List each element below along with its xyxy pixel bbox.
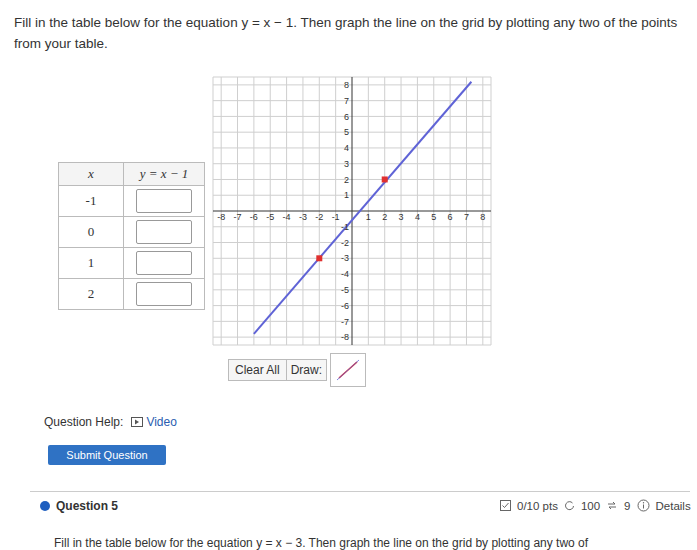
svg-text:-5: -5 (341, 285, 349, 295)
html-text:2: 2 (87, 286, 95, 301)
html-text:Clear All: Clear All (235, 363, 280, 377)
svg-text:-5: -5 (266, 212, 274, 222)
svg-text:4: 4 (344, 143, 349, 153)
svg-text:7: 7 (464, 212, 469, 222)
svg-text:-7: -7 (341, 317, 349, 327)
svg-text:-2: -2 (341, 238, 349, 248)
svg-text:-6: -6 (250, 212, 258, 222)
html-text:Draw:: Draw: (290, 363, 322, 377)
svg-text:-7: -7 (234, 212, 242, 222)
html-text:100: 100 (580, 499, 601, 512)
html-text:Details: Details (655, 499, 691, 512)
html-text:0/10 pts: 0/10 pts (517, 499, 558, 512)
html-text:9: 9 (624, 499, 631, 512)
svg-text:2: 2 (344, 175, 349, 185)
html-text:Question Help:: Question Help: (44, 415, 124, 429)
svg-text:6: 6 (344, 112, 349, 122)
html-text:Question 5: Question 5 (56, 499, 118, 513)
svg-text:5: 5 (431, 212, 436, 222)
svg-text:8: 8 (344, 80, 349, 90)
svg-text:-4: -4 (283, 212, 291, 222)
html-text:Fill in the table below for th: Fill in the table below for the equation… (14, 15, 678, 51)
html-text:Submit Question: Submit Question (66, 449, 148, 461)
svg-text:6: 6 (448, 212, 453, 222)
svg-text:1: 1 (344, 190, 349, 200)
html-text:x: x (88, 166, 94, 181)
html-text:0: 0 (87, 224, 95, 239)
svg-text:8: 8 (480, 212, 485, 222)
html-text:Video: Video (146, 415, 177, 429)
html-text:-1: -1 (85, 193, 97, 208)
svg-text:-1: -1 (332, 212, 340, 222)
svg-text:-3: -3 (299, 212, 307, 222)
svg-text:2: 2 (382, 212, 387, 222)
svg-text:-4: -4 (341, 269, 349, 279)
html-text:1: 1 (87, 255, 95, 270)
svg-text:3: 3 (344, 159, 349, 169)
svg-text:1: 1 (366, 212, 371, 222)
svg-text:-8: -8 (217, 212, 225, 222)
svg-text:-8: -8 (341, 332, 349, 342)
html-text:y = x − 1: y = x − 1 (139, 166, 189, 181)
svg-text:-2: -2 (315, 212, 323, 222)
svg-text:5: 5 (344, 127, 349, 137)
svg-text:4: 4 (415, 212, 420, 222)
svg-text:-1: -1 (341, 222, 349, 232)
svg-text:-6: -6 (341, 301, 349, 311)
svg-text:-3: -3 (341, 253, 349, 263)
svg-text:7: 7 (344, 96, 349, 106)
svg-text:3: 3 (399, 212, 404, 222)
html-text:Fill in the table below for th: Fill in the table below for the equation… (54, 536, 589, 550)
